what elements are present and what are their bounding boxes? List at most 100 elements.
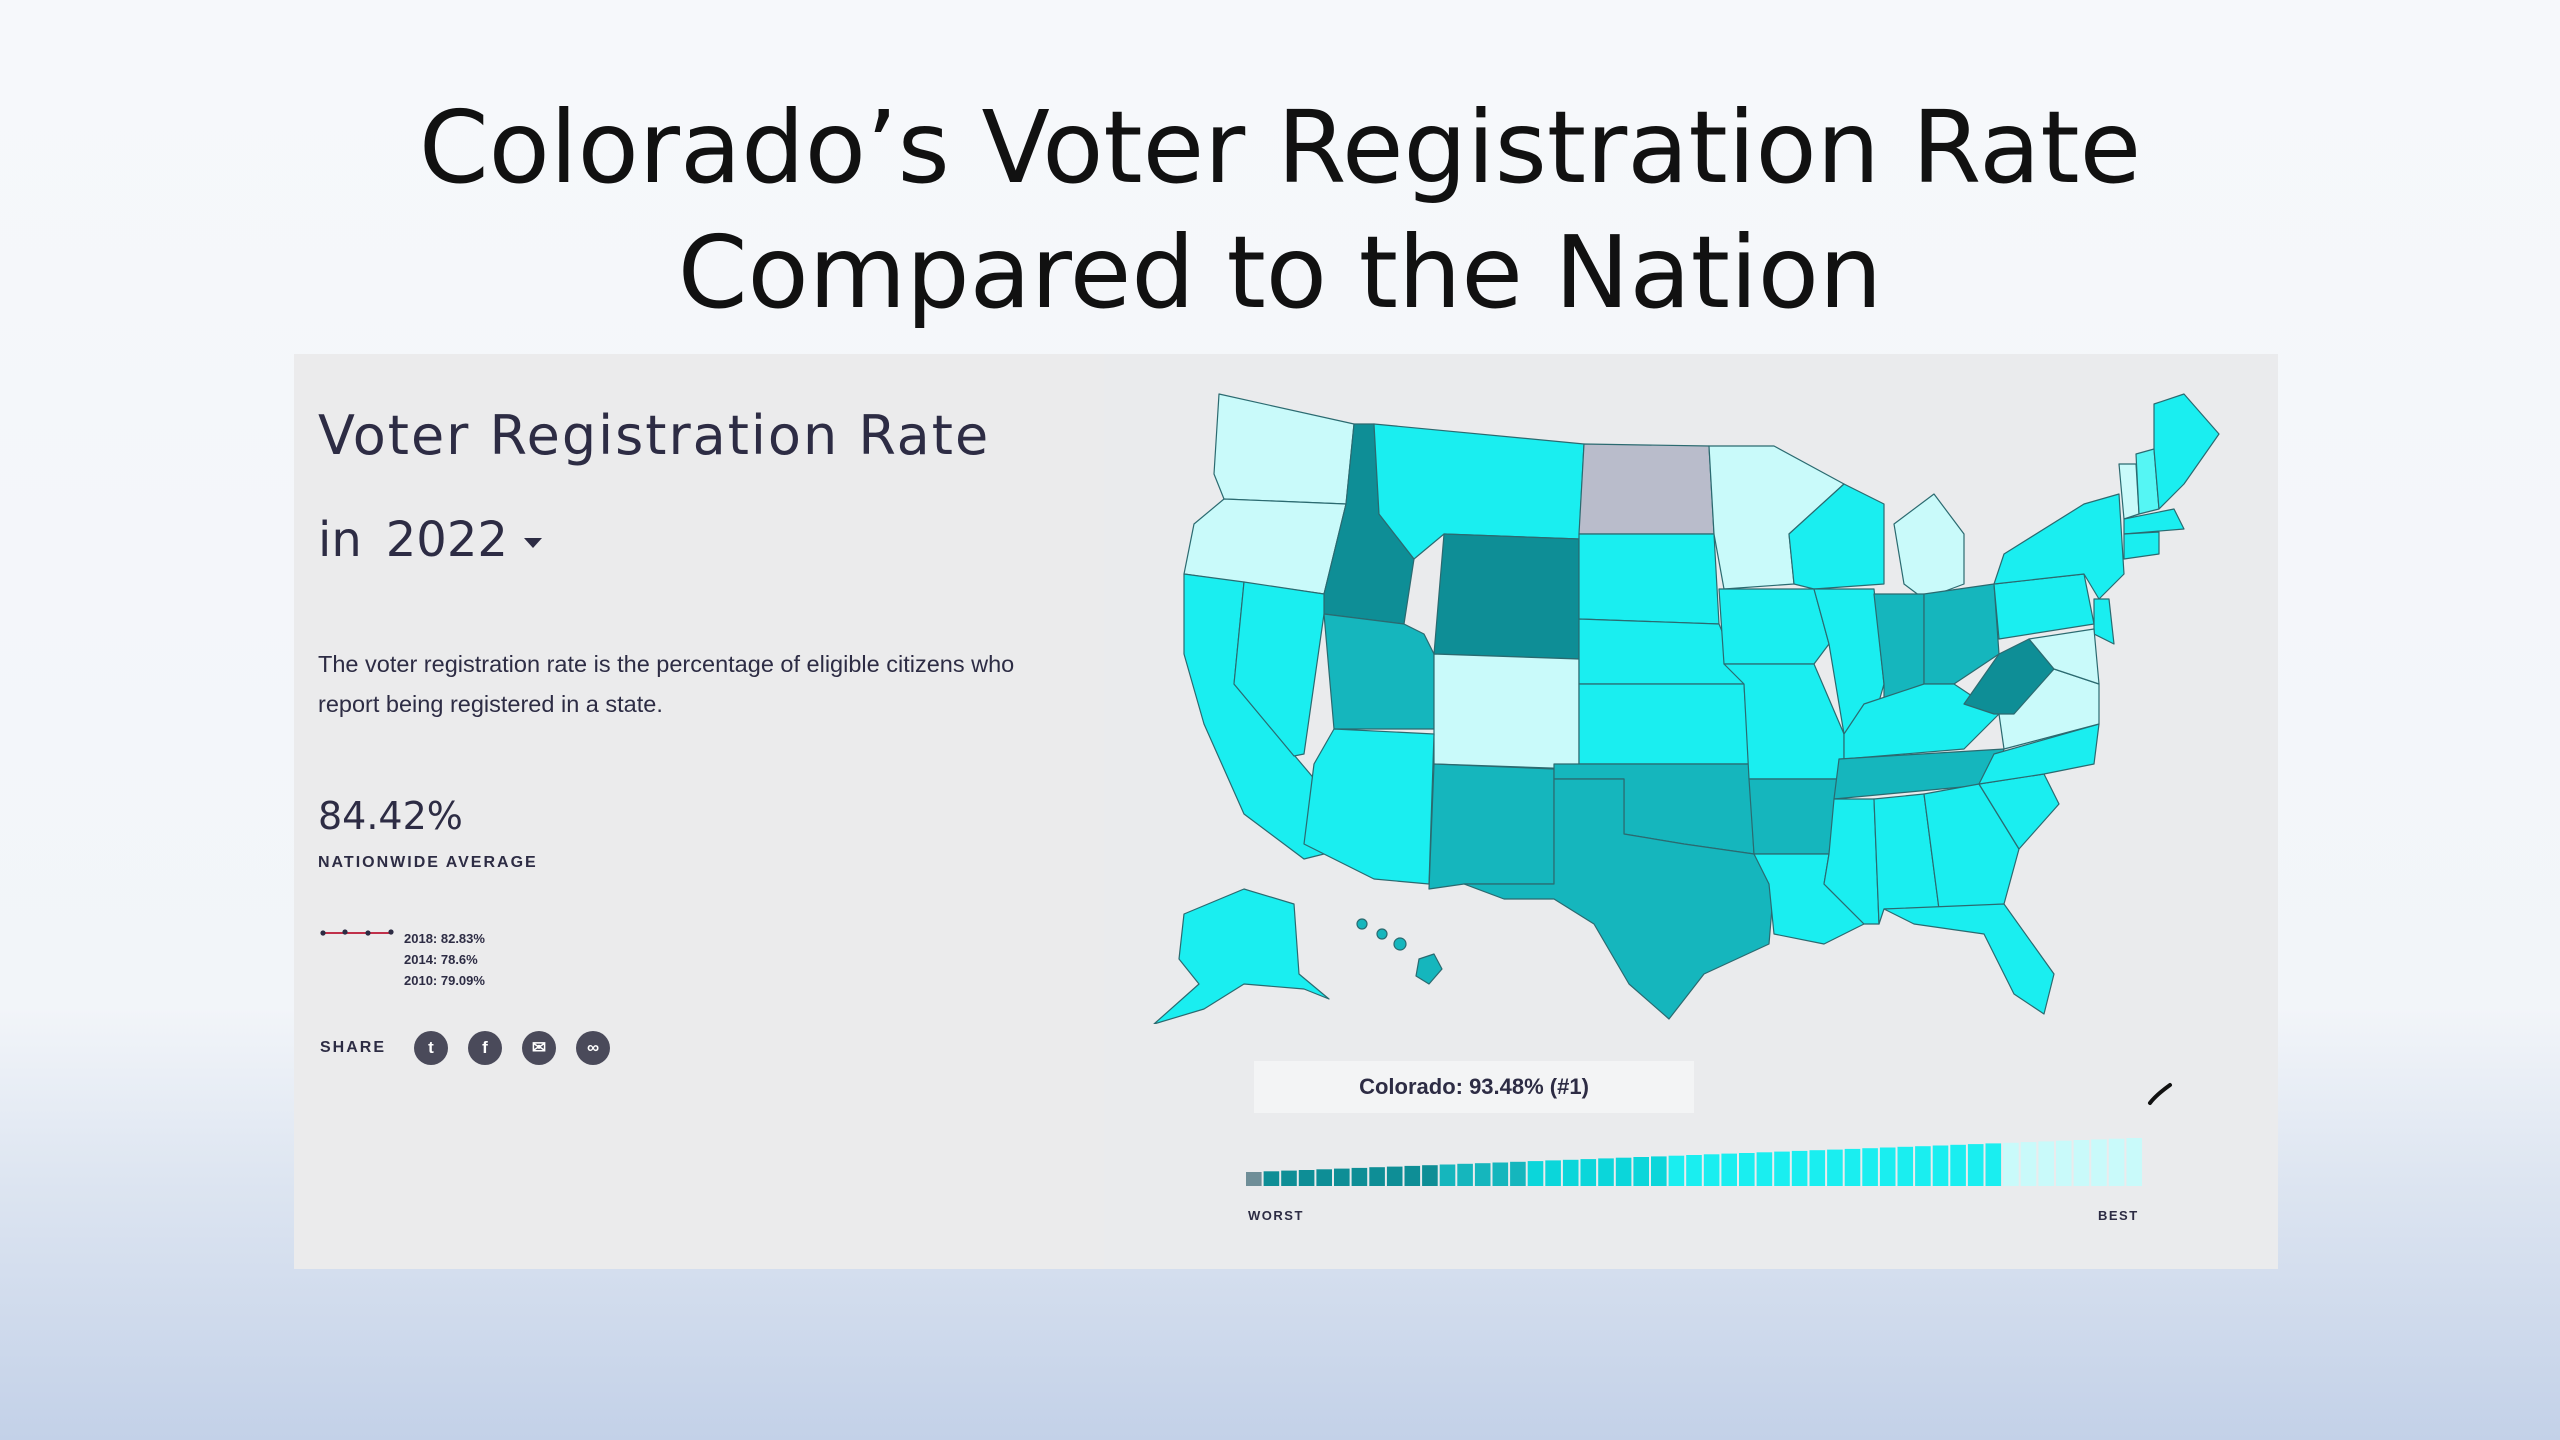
state-connecticut[interactable]: [2123, 531, 2160, 560]
ranking-bar-segment[interactable]: [2003, 1142, 2019, 1186]
sparkline-point: [320, 930, 326, 936]
state-utah[interactable]: [1323, 613, 1435, 730]
best-label: BEST: [2098, 1208, 2139, 1223]
state-wyoming[interactable]: [1433, 533, 1580, 660]
nationwide-average-value: 84.42%: [318, 794, 463, 838]
ranking-bar-segment[interactable]: [1686, 1155, 1702, 1186]
ranking-bar-segment[interactable]: [2073, 1140, 2090, 1186]
ranking-bar-segment[interactable]: [2038, 1141, 2054, 1186]
ranking-bar-segment[interactable]: [1651, 1156, 1667, 1186]
link-icon[interactable]: ∞: [576, 1031, 611, 1065]
ranking-bar-segment[interactable]: [1950, 1144, 1966, 1186]
sparkline-point: [388, 929, 394, 935]
state-maryland[interactable]: [2028, 628, 2100, 685]
ranking-bar-segment[interactable]: [1774, 1151, 1790, 1186]
ranking-bar-segment[interactable]: [1721, 1153, 1737, 1186]
state-wisconsin[interactable]: [1788, 483, 1885, 590]
history-sparkline: [320, 929, 394, 936]
ranking-bar-segment[interactable]: [1967, 1144, 1984, 1186]
ranking-bar-segment[interactable]: [1791, 1150, 1808, 1186]
ranking-bar-segment[interactable]: [1739, 1153, 1755, 1186]
ranking-bar-segment[interactable]: [1386, 1166, 1403, 1186]
ranking-bar-segment[interactable]: [1615, 1157, 1632, 1186]
ranking-bar-segment[interactable]: [1369, 1167, 1385, 1186]
state-alaska[interactable]: [1153, 888, 1330, 1024]
state-new-jersey[interactable]: [2093, 598, 2115, 645]
state-massachusetts[interactable]: [2123, 508, 2185, 535]
ranking-bar-segment[interactable]: [1703, 1154, 1720, 1186]
state-arkansas[interactable]: [1748, 778, 1840, 855]
state-arizona[interactable]: [1303, 728, 1435, 885]
slide-title-line-2: Compared to the Nation: [677, 214, 1883, 331]
ranking-bar-segment[interactable]: [1422, 1165, 1438, 1186]
year-value: 2022: [385, 512, 508, 568]
ranking-bar-segment[interactable]: [1439, 1164, 1456, 1187]
state-colorado[interactable]: [1433, 653, 1580, 770]
state-ohio[interactable]: [1923, 583, 2000, 685]
ranking-bar-segment[interactable]: [1862, 1148, 1878, 1186]
ranking-bar-segment[interactable]: [1844, 1148, 1861, 1186]
ranking-bar-segment[interactable]: [1580, 1159, 1597, 1186]
state-hawaii[interactable]: [1415, 953, 1443, 985]
year-selector[interactable]: in 2022: [318, 512, 542, 568]
ranking-bar-segment[interactable]: [1562, 1159, 1579, 1186]
ranking-bar-segment[interactable]: [1281, 1170, 1297, 1186]
ranking-bar-segment[interactable]: [1527, 1161, 1544, 1186]
ranking-bar-segment[interactable]: [1915, 1146, 1931, 1186]
slide-title: Colorado’s Voter Registration Rate Compa…: [0, 85, 2560, 335]
ranking-bar-segment[interactable]: [1932, 1145, 1949, 1187]
state-vermont[interactable]: [2118, 463, 2140, 520]
ranking-bar-segment[interactable]: [1298, 1170, 1315, 1186]
ranking-bar-segment[interactable]: [2056, 1140, 2072, 1186]
state-michigan[interactable]: [1893, 493, 1965, 600]
ranking-bar-segment[interactable]: [1404, 1165, 1421, 1186]
state-iowa[interactable]: [1718, 588, 1830, 665]
state-pennsylvania[interactable]: [1993, 573, 2095, 640]
share-label: SHARE: [320, 1039, 387, 1056]
state-washington[interactable]: [1213, 393, 1355, 505]
ranking-bar-segment[interactable]: [2091, 1139, 2107, 1186]
state-tooltip: Colorado: 93.48% (#1): [1254, 1061, 1694, 1113]
state-kansas[interactable]: [1578, 683, 1750, 765]
state-hawaii-island: [1376, 928, 1388, 940]
state-texas[interactable]: [1463, 778, 1775, 1020]
ranking-bar-segment[interactable]: [1668, 1155, 1685, 1186]
ranking-bar-segment[interactable]: [1827, 1149, 1843, 1186]
ranking-bar-segment[interactable]: [1897, 1146, 1914, 1186]
state-new-mexico[interactable]: [1428, 763, 1555, 890]
ranking-bar-segment[interactable]: [1756, 1152, 1773, 1186]
ranking-bar-segment[interactable]: [1985, 1143, 2002, 1186]
history-item: 2018: 82.83%: [404, 931, 485, 946]
ranking-bar-segment[interactable]: [2020, 1142, 2037, 1186]
ranking-bar-segment[interactable]: [1316, 1169, 1332, 1186]
ranking-bar-segment[interactable]: [2126, 1138, 2142, 1186]
ranking-bar-segment[interactable]: [1879, 1147, 1896, 1187]
state-georgia[interactable]: [1923, 783, 2020, 910]
state-new-york[interactable]: [1993, 493, 2125, 600]
ranking-bar-segment[interactable]: [1457, 1163, 1473, 1186]
ranking-bar-segment[interactable]: [1510, 1161, 1526, 1186]
ranking-bar-segment[interactable]: [1246, 1172, 1262, 1186]
ranking-bar-segment[interactable]: [1809, 1150, 1826, 1186]
ranking-bar-segment[interactable]: [1633, 1157, 1649, 1186]
state-north-dakota[interactable]: [1578, 443, 1715, 535]
state-maine[interactable]: [2153, 393, 2220, 510]
facebook-icon[interactable]: f: [468, 1031, 503, 1065]
state-nevada[interactable]: [1233, 581, 1325, 757]
info-sidebar: Voter Registration Rate in 2022 The vote…: [294, 354, 1104, 1269]
ranking-bar-segment[interactable]: [1334, 1168, 1350, 1186]
email-icon[interactable]: ✉: [522, 1031, 557, 1065]
ranking-bar-segment[interactable]: [1545, 1160, 1561, 1186]
ranking-bar-segment[interactable]: [1351, 1167, 1368, 1186]
ranking-bar-segment[interactable]: [1492, 1162, 1509, 1187]
twitter-icon[interactable]: t: [414, 1031, 449, 1065]
state-florida[interactable]: [1883, 903, 2055, 1015]
ranking-bar-segment[interactable]: [1474, 1163, 1491, 1186]
ranking-bar-segment[interactable]: [2108, 1138, 2125, 1186]
description-text: The voter registration rate is the perce…: [318, 651, 1015, 717]
ranking-bar-segment[interactable]: [1598, 1158, 1614, 1186]
state-nebraska[interactable]: [1578, 618, 1745, 685]
ranking-bar-segment[interactable]: [1263, 1171, 1280, 1186]
state-south-dakota[interactable]: [1578, 533, 1720, 625]
state-kentucky[interactable]: [1843, 683, 2000, 760]
